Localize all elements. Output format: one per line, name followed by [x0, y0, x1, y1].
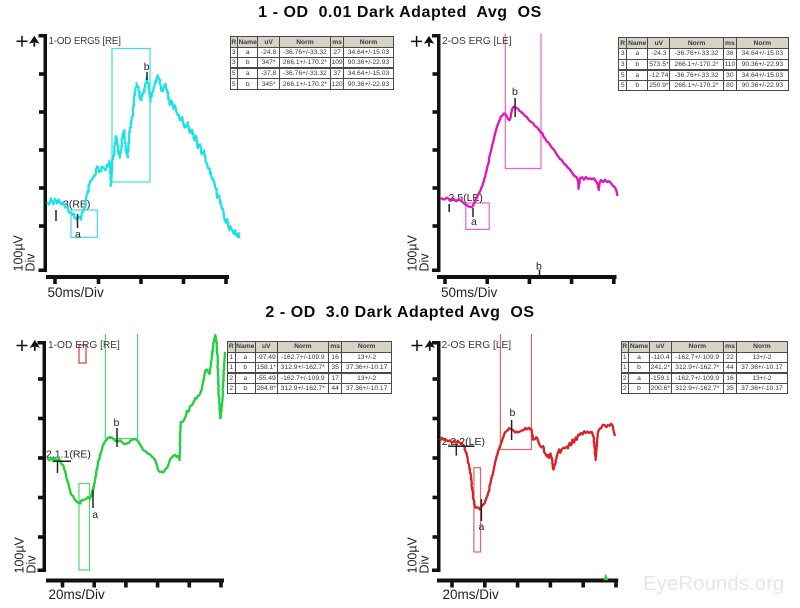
- svg-text:a: a: [75, 228, 81, 240]
- svg-text:2.2.2(LE): 2.2.2(LE): [442, 436, 485, 448]
- svg-text:b: b: [536, 261, 542, 273]
- svg-text:a: a: [92, 509, 98, 521]
- svg-text:b: b: [512, 86, 518, 98]
- svg-text:b: b: [114, 417, 120, 429]
- svg-text:b: b: [510, 407, 516, 419]
- svg-text:2.1.1(RE): 2.1.1(RE): [46, 449, 91, 461]
- svg-text:a: a: [479, 521, 485, 533]
- svg-text:b: b: [144, 61, 150, 73]
- svg-text:a: a: [471, 216, 477, 228]
